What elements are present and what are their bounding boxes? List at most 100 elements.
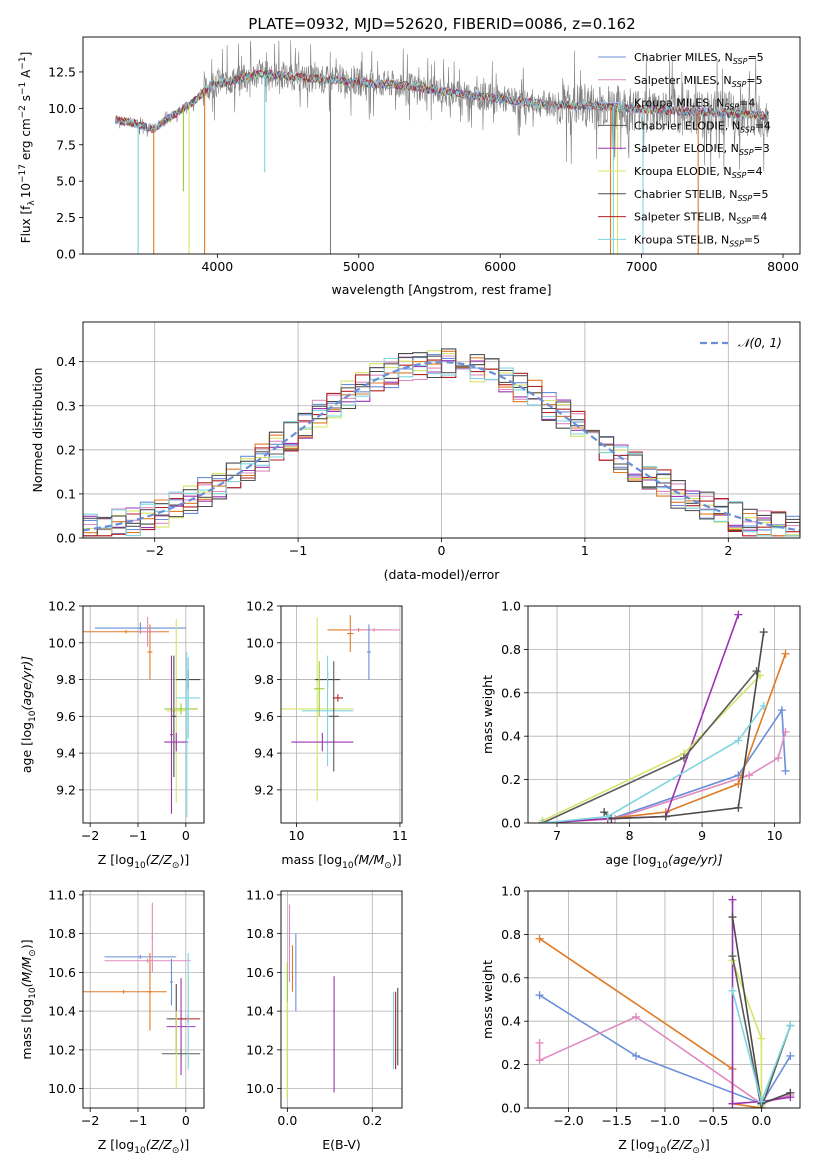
errorbar-point (83, 989, 167, 994)
weight-marker (603, 812, 612, 821)
weight-marker (781, 727, 790, 736)
axes-frame (527, 890, 801, 1109)
weight-marker (786, 1088, 795, 1097)
errorbar-point (328, 661, 339, 772)
plot-area (281, 615, 400, 801)
x-tick-label: 8000 (767, 259, 799, 274)
y-tick-label: 11.0 (48, 887, 76, 902)
y-tick-label: 10.4 (48, 1004, 76, 1019)
weight-marker (535, 991, 544, 1000)
errorbar-point (170, 655, 173, 814)
y-tick-label: 9.6 (56, 709, 76, 724)
weight-marker (759, 628, 768, 637)
axes-frame (82, 605, 205, 824)
errorbar-point (166, 618, 186, 803)
x-tick-label: 0 (438, 543, 446, 558)
errorbar-point (348, 628, 400, 632)
spectrum-panel: 4000 5000 6000 7000 8000 0.0 2.5 5.0 7.5 10.0 12.5… (18, 36, 801, 297)
weight-marker (759, 701, 768, 710)
weight-marker (538, 819, 547, 823)
y-tick-label: 1.0 (501, 884, 521, 899)
errorbar-point (176, 657, 201, 739)
x-axis-label: (data-model)/error (384, 567, 501, 582)
plot-area (538, 610, 790, 823)
weight-marker (781, 649, 790, 658)
errorbar-point (170, 958, 173, 1006)
x-axis-label: Z [log10(Z/Z⊙)] (98, 1137, 189, 1156)
residual-histogram-panel: −2 −1 0 1 2 0.0 0.1 0.2 0.3 0.4 (data-model)/error… (30, 321, 801, 582)
errorbar-point (161, 1049, 201, 1058)
y-tick-label: 5.0 (56, 174, 76, 189)
y-tick-label: 9.6 (254, 709, 274, 724)
errorbar-point (151, 902, 154, 973)
errorbar-point (164, 732, 189, 752)
age-vs-mass-panel: 10 11 9.2 9.4 9.6 9.8 10.0 10.2 mass [log10(M/M⊙… (246, 599, 408, 872)
x-axis-label: mass [log10(M/M⊙)] (281, 852, 401, 871)
y-tick-label: 10.2 (48, 1042, 76, 1057)
x-tick-label: 7 (553, 828, 561, 843)
x-tick-label: −2 (145, 543, 163, 558)
y-tick-label: 10.2 (246, 1042, 274, 1057)
y-tick-label: 0.3 (56, 398, 76, 413)
x-tick-label: 9 (698, 828, 706, 843)
x-tick-label: 6000 (484, 259, 516, 274)
x-tick-label: 2 (724, 543, 732, 558)
y-tick-label: 0.4 (501, 1014, 521, 1029)
y-tick-label: 7.5 (56, 137, 76, 152)
x-tick-label: 4000 (201, 259, 233, 274)
x-tick-label: 0.0 (277, 1113, 297, 1128)
y-tick-label: 0.0 (501, 1101, 521, 1116)
y-tick-label: 0.8 (501, 642, 521, 657)
x-tick-label: 0.2 (362, 1113, 382, 1128)
plot-area (83, 902, 201, 1089)
y-tick-label: 0.0 (56, 247, 76, 262)
y-tick-label: 0.2 (501, 772, 521, 787)
x-tick-label: 5000 (343, 259, 375, 274)
axes-frame (280, 890, 403, 1109)
mass-vs-reddening-panel: 0.0 0.2 10.0 10.2 10.4 10.6 10.8 11.0 E(B-V) (246, 887, 403, 1152)
x-tick-label: −2.0 (553, 1113, 583, 1128)
x-axis-label: Z [log10(Z/Z⊙)] (98, 852, 189, 871)
y-tick-label: 0.2 (56, 442, 76, 457)
weight-marker (728, 986, 737, 995)
weight-vs-age-panel: 7 8 9 10 0.0 0.2 0.4 0.6 0.8 1.0 age [log10(age/yr… (480, 599, 801, 871)
weight-marker (679, 753, 688, 762)
weight-marker (757, 1034, 766, 1043)
y-tick-label: 12.5 (48, 64, 76, 79)
y-tick-label: 10.2 (246, 599, 274, 614)
x-tick-label: 11 (392, 828, 408, 843)
y-tick-label: 10.6 (246, 965, 274, 980)
model-spectrum (115, 69, 769, 132)
errorbar-point (281, 617, 354, 801)
weight-marker (734, 803, 743, 812)
weight-series-line (542, 705, 765, 823)
plot-area (535, 895, 795, 1108)
weight-marker (786, 1051, 795, 1060)
plot-area (286, 904, 399, 1099)
weight-marker (777, 706, 786, 715)
weight-marker (781, 766, 790, 775)
y-axis-label: mass weight (480, 960, 495, 1039)
errorbar-point (104, 954, 177, 959)
errorbar-point (185, 651, 188, 818)
weight-marker (535, 1038, 544, 1047)
weight-marker (728, 1099, 737, 1108)
y-tick-label: 2.5 (56, 210, 76, 225)
legend-entry: 𝒩(0, 1) (738, 336, 782, 350)
legend-entry: Kroupa STELIB, NSSP=5 (634, 233, 760, 248)
weight-marker (774, 753, 783, 762)
y-tick-label: 10.8 (246, 926, 274, 941)
errorbar-point (166, 978, 196, 1076)
weight-marker (632, 1012, 641, 1021)
plot-area (83, 348, 800, 537)
y-tick-label: 10.0 (246, 1081, 274, 1096)
legend-entry: Salpeter MILES, NSSP=5 (634, 74, 763, 89)
y-tick-label: 9.4 (56, 746, 76, 761)
x-tick-label: −2 (81, 1113, 99, 1128)
gaussian-curve (83, 360, 800, 532)
errorbar-point (104, 958, 191, 963)
plot-area (115, 40, 770, 254)
x-tick-label: 0.0 (751, 1113, 771, 1128)
y-tick-label: 11.0 (246, 887, 274, 902)
